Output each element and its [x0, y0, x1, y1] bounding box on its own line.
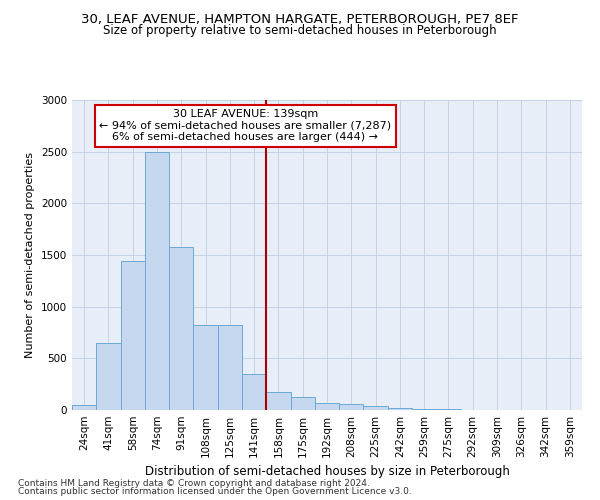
Bar	[412, 409, 436, 410]
Bar	[169, 246, 193, 410]
Bar	[266, 392, 290, 410]
Bar	[242, 374, 266, 410]
Text: 30, LEAF AVENUE, HAMPTON HARGATE, PETERBOROUGH, PE7 8EF: 30, LEAF AVENUE, HAMPTON HARGATE, PETERB…	[81, 12, 519, 26]
Bar	[121, 261, 145, 410]
Bar	[72, 405, 96, 410]
Bar	[145, 152, 169, 410]
Text: Contains HM Land Registry data © Crown copyright and database right 2024.: Contains HM Land Registry data © Crown c…	[18, 478, 370, 488]
X-axis label: Distribution of semi-detached houses by size in Peterborough: Distribution of semi-detached houses by …	[145, 466, 509, 478]
Y-axis label: Number of semi-detached properties: Number of semi-detached properties	[25, 152, 35, 358]
Text: Size of property relative to semi-detached houses in Peterborough: Size of property relative to semi-detach…	[103, 24, 497, 37]
Text: 30 LEAF AVENUE: 139sqm
← 94% of semi-detached houses are smaller (7,287)
6% of s: 30 LEAF AVENUE: 139sqm ← 94% of semi-det…	[100, 110, 391, 142]
Bar	[315, 403, 339, 410]
Bar	[193, 326, 218, 410]
Bar	[218, 326, 242, 410]
Bar	[364, 406, 388, 410]
Bar	[436, 409, 461, 410]
Text: Contains public sector information licensed under the Open Government Licence v3: Contains public sector information licen…	[18, 487, 412, 496]
Bar	[388, 408, 412, 410]
Bar	[290, 397, 315, 410]
Bar	[96, 343, 121, 410]
Bar	[339, 404, 364, 410]
